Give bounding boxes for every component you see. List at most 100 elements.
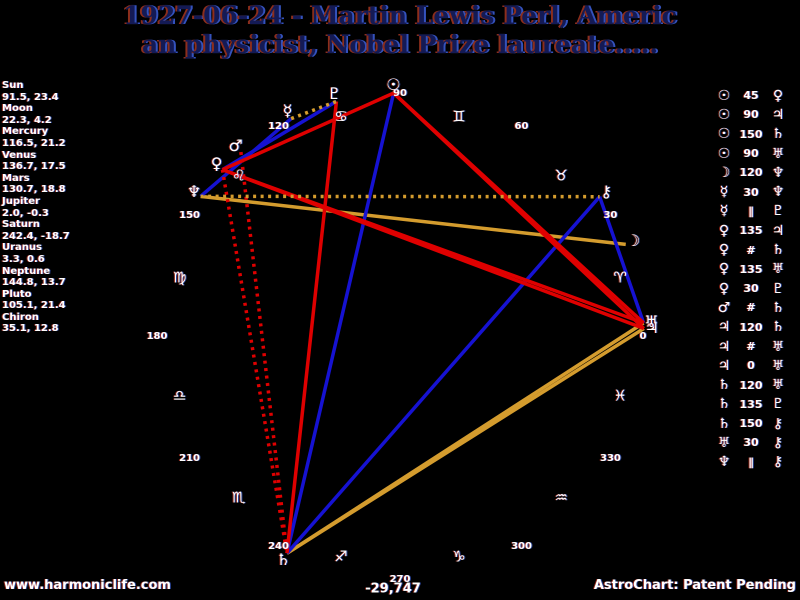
aspect-line-venus-uranus [221,168,645,325]
sign-glyph-cancer: ♋ [334,107,348,126]
planet-glyph-mars: ♂ [228,135,243,155]
aspect-angle-label: 0 [747,359,755,373]
aspect-planet2-symbol: ♇ [771,396,785,413]
sign-glyph-capricorn: ♑ [452,547,466,566]
aspect-row: ♃ 120 ♄ [714,318,788,337]
planet-name: Moon [2,103,33,115]
aspect-angle-label: 30 [743,436,759,450]
planet-glyph-pluto: ♇ [327,83,342,103]
planet-values: 22.3, 4.2 [2,114,52,126]
planet-glyph-venus: ♀ [210,154,223,174]
aspect-angle-label: 135 [739,262,763,276]
planet-positions-panel: Sun 91.5, 23.4 Moon 22.3, 4.2 Mercury 116.5, … [2,80,70,335]
aspect-angle-label: 30 [743,185,759,199]
aspect-row: ♄ 120 ♅ [714,375,788,394]
tick-label-0: 0 [639,331,647,342]
planet-values: 116.5, 21.2 [2,137,66,149]
planet-name: Mercury [2,126,49,138]
aspect-planet2-symbol: ♃ [771,106,785,123]
aspect-angle-label: 150 [739,417,763,431]
title-line-2: an physicist, Nobel Prize laureate..... [141,30,659,59]
tick-label-270: 270 [389,574,411,585]
aspect-planet1-symbol: ☉ [717,145,731,162]
planet-glyph-saturn: ♄ [276,550,291,570]
bottom-value: -29,747 [365,581,421,597]
aspect-planet1-symbol: ♄ [717,396,731,413]
aspect-row: ♄ 135 ♇ [714,395,788,414]
planet-name: Venus [2,149,37,161]
aspect-row: ☉ 90 ♅ [714,144,788,163]
patent-watermark: AstroChart: Patent Pending [593,578,796,593]
aspect-row: ♄ 150 ⚷ [714,414,788,433]
aspect-planet2-symbol: ♃ [771,222,785,239]
aspect-planet2-symbol: ⚷ [772,434,784,451]
tick-label-60: 60 [514,120,529,132]
aspect-planet1-symbol: ♀ [718,261,730,278]
aspect-angle-label: # [746,340,756,353]
sign-glyph-gemini: ♊ [452,107,466,126]
tick-label-300: 300 [511,541,532,553]
tick-label-150: 150 [179,209,200,221]
aspect-angle-label: # [746,243,756,257]
planet-glyph-sun: ☉ [386,75,401,95]
aspect-planet1-symbol: ♀ [718,280,730,297]
aspect-planet2-symbol: ♄ [771,299,785,316]
aspect-planet1-symbol: ♄ [717,377,731,394]
planet-values: 3.3, 0.6 [2,253,45,265]
aspect-angle-label: 120 [739,320,763,334]
aspect-row: ♀ 30 ♇ [714,279,788,298]
aspect-planet2-symbol: ♄ [771,319,785,336]
planet-glyph-mercury: ☿ [282,101,293,121]
aspect-planet1-symbol: ♂ [717,299,731,316]
aspect-row: ♀ 135 ♅ [714,260,788,279]
sign-glyph-aries: ♈ [613,268,627,287]
aspect-line-saturn-chiron [285,195,601,555]
aspect-line-saturn-pluto [285,101,339,554]
sign-glyph-sagittarius: ♐ [334,547,348,566]
planet-glyph-chiron: ⚷ [600,182,613,202]
planet-glyph-uranus: ♅ [644,312,659,332]
planet-name: Saturn [2,219,40,231]
chart-title: 1927-06-24 - Martin Lewis Perl, Americ a… [0,1,800,59]
aspect-angle-label: 30 [743,282,759,296]
aspect-line-venus-pluto [221,99,338,172]
aspect-planet2-symbol: ♅ [771,145,785,162]
sign-glyph-libra: ♎ [173,386,187,405]
aspect-planet1-symbol: ♃ [717,338,731,355]
aspect-planet2-symbol: ♇ [771,280,785,297]
aspect-row: ☿ ∥ ♇ [714,202,788,221]
planet-name: Sun [2,80,24,91]
aspect-planet2-symbol: ♅ [771,261,785,278]
website-watermark: www.harmoniclife.com [4,578,171,593]
aspect-planet1-symbol: ☿ [719,203,729,220]
aspect-line-moon-neptune [200,194,626,247]
aspect-line-sun-uranus [392,91,645,325]
aspect-row: ♂ # ♄ [714,298,788,317]
aspect-planet2-symbol: ♇ [771,203,785,220]
planet-values: 91.5, 23.4 [2,91,59,103]
planet-glyph-moon: ☽ [625,231,641,251]
planet-values: 136.7, 17.5 [2,161,66,173]
aspect-planet1-symbol: ☉ [717,126,731,143]
planet-values: 130.7, 18.8 [2,184,66,196]
aspect-line-mars-saturn [239,151,289,554]
aspect-row: ♆ ∥ ⚷ [714,453,788,472]
aspect-planet2-symbol: ♅ [771,357,785,374]
planet-name: Jupiter [2,195,40,207]
tick-label-90: 90 [393,88,407,99]
aspect-planet1-symbol: ♅ [717,434,731,451]
aspect-angle-label: 135 [739,397,763,411]
aspect-planet1-symbol: ♀ [718,222,730,239]
aspect-planet1-symbol: ☿ [719,184,729,201]
aspect-row: ♃ 0 ♅ [714,356,788,375]
aspect-row: ♀ 135 ♃ [714,221,788,240]
aspect-angle-label: 135 [739,224,763,238]
aspect-row: ♅ 30 ⚷ [714,433,788,452]
planet-values: 35.1, 12.8 [2,323,59,335]
planet-values: 105.1, 21.4 [2,300,66,312]
aspect-row: ☉ 90 ♃ [714,105,788,124]
tick-label-30: 30 [603,209,618,221]
aspect-row: ♀ # ♄ [714,240,788,259]
